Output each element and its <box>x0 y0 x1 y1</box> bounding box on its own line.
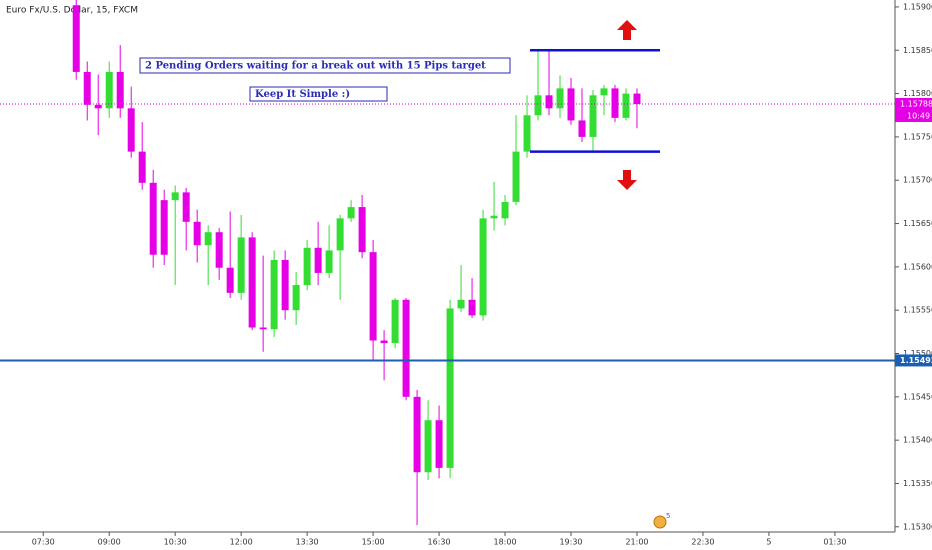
candle-body <box>589 95 597 137</box>
x-tick-label: 22:30 <box>691 538 714 547</box>
candle-body <box>446 308 454 468</box>
annotation: Keep It Simple :) <box>255 89 350 100</box>
price-label-box <box>895 354 932 367</box>
y-tick-label: 1.15350 <box>903 479 932 488</box>
candle-body <box>171 192 179 201</box>
candle-body <box>138 151 146 183</box>
candle-body <box>83 71 91 105</box>
candle-body <box>336 218 344 251</box>
x-tick-label: 07:30 <box>32 538 55 547</box>
y-tick-label: 1.15550 <box>903 306 932 315</box>
candle-body <box>413 396 421 473</box>
candle-body <box>347 207 355 219</box>
candle-body <box>160 200 168 255</box>
x-tick-label: 5 <box>766 538 771 547</box>
event-icon[interactable] <box>653 515 667 529</box>
x-tick-label: 12:00 <box>230 538 253 547</box>
candle-body <box>622 93 630 118</box>
candle-body <box>281 259 289 311</box>
x-tick-label: 18:00 <box>494 538 517 547</box>
candle-body <box>204 232 212 246</box>
candle-body <box>556 88 564 109</box>
x-tick-label: 19:30 <box>559 538 582 547</box>
candle-body <box>116 71 124 109</box>
up-arrow <box>617 20 637 40</box>
candle-body <box>545 95 553 109</box>
annotation-box <box>249 86 388 102</box>
candle-body <box>523 115 531 152</box>
candle-body <box>358 207 366 253</box>
candle-body <box>215 232 223 268</box>
y-tick-label: 1.15750 <box>903 132 932 141</box>
candle-body <box>72 5 80 72</box>
x-tick-label: 16:30 <box>428 538 451 547</box>
candle-body <box>435 420 443 468</box>
x-tick-label: 09:00 <box>98 538 121 547</box>
event-count: 5 <box>666 512 670 520</box>
candle-body <box>182 192 190 222</box>
annotation: 2 Pending Orders waiting for a break out… <box>145 61 486 72</box>
y-tick-label: 1.15700 <box>903 176 932 185</box>
candle-body <box>512 151 520 202</box>
candle-body <box>611 88 619 118</box>
candle-body <box>578 120 586 137</box>
candle-body <box>457 299 465 309</box>
candle-body <box>534 95 542 116</box>
x-tick-label: 21:00 <box>625 538 648 547</box>
y-tick-label: 1.15900 <box>903 2 932 11</box>
chart-title: Euro Fx/U.S. Dollar, 15, FXCM <box>6 6 138 16</box>
x-tick-label: 15:00 <box>362 538 385 547</box>
candle-body <box>270 259 278 330</box>
candle-body <box>237 237 245 293</box>
candle-body <box>402 299 410 397</box>
annotation-box <box>139 57 511 74</box>
y-tick-label: 1.15850 <box>903 46 932 55</box>
candle-body <box>303 247 311 286</box>
price-label: 1.15788 <box>900 99 932 108</box>
x-tick-label: 13:30 <box>296 538 319 547</box>
candle-body <box>391 299 399 344</box>
candle-body <box>490 215 498 219</box>
y-tick-label: 1.15400 <box>903 436 932 445</box>
y-tick-label: 1.15500 <box>903 349 932 358</box>
price-label: 1.15492 <box>900 356 932 365</box>
candle-body <box>105 71 113 109</box>
candle-body <box>380 340 388 344</box>
down-arrow <box>617 170 637 190</box>
candle-body <box>369 252 377 341</box>
x-tick-label: 10:30 <box>164 538 187 547</box>
x-tick-label: 01:30 <box>823 538 846 547</box>
price-label-box <box>895 97 932 122</box>
y-tick-label: 1.15650 <box>903 219 932 228</box>
plot-area <box>0 0 895 526</box>
candle-body <box>259 327 267 330</box>
candle-body <box>501 201 509 219</box>
candle-body <box>600 88 608 96</box>
candle-body <box>248 237 256 328</box>
candle-body <box>567 88 575 121</box>
y-tick-label: 1.15600 <box>903 262 932 271</box>
candle-body <box>193 221 201 246</box>
candle-body <box>468 299 476 316</box>
candle-body <box>633 93 641 104</box>
candle-body <box>424 420 432 473</box>
candle-body <box>325 250 333 273</box>
candle-body <box>479 218 487 316</box>
candle-body <box>314 247 322 273</box>
countdown: 10:49 <box>907 111 930 120</box>
candle-body <box>226 267 234 293</box>
y-tick-label: 1.15450 <box>903 392 932 401</box>
candle-body <box>127 108 135 152</box>
candle-body <box>94 104 102 109</box>
candle-body <box>292 285 300 311</box>
candle-body <box>149 182 157 255</box>
y-tick-label: 1.15800 <box>903 89 932 98</box>
